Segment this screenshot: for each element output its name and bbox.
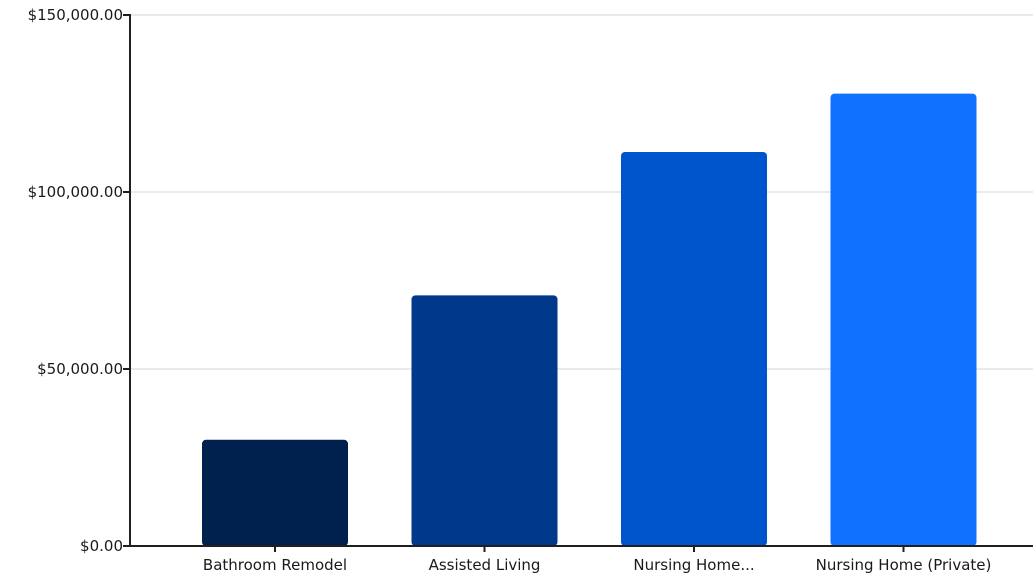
y-tick-label: $0.00 — [80, 537, 123, 555]
x-tick-label: Nursing Home (Private) — [816, 556, 992, 574]
bars — [202, 93, 977, 547]
y-axis-ticks: $0.00 $50,000.00 $100,000.00 $150,000.00 — [28, 6, 130, 555]
y-tick-label: $100,000.00 — [28, 183, 123, 201]
y-tick-label: $50,000.00 — [37, 360, 123, 378]
x-axis-ticks: Bathroom Remodel Assisted Living Nursing H… — [203, 546, 991, 574]
bar — [411, 295, 558, 546]
bar — [202, 439, 348, 546]
bar — [621, 151, 767, 547]
x-tick-label: Assisted Living — [429, 556, 541, 574]
y-tick-label: $150,000.00 — [28, 6, 123, 24]
bar — [830, 93, 977, 546]
x-tick-label: Bathroom Remodel — [203, 556, 347, 574]
x-tick-label: Nursing Home... — [633, 556, 754, 574]
